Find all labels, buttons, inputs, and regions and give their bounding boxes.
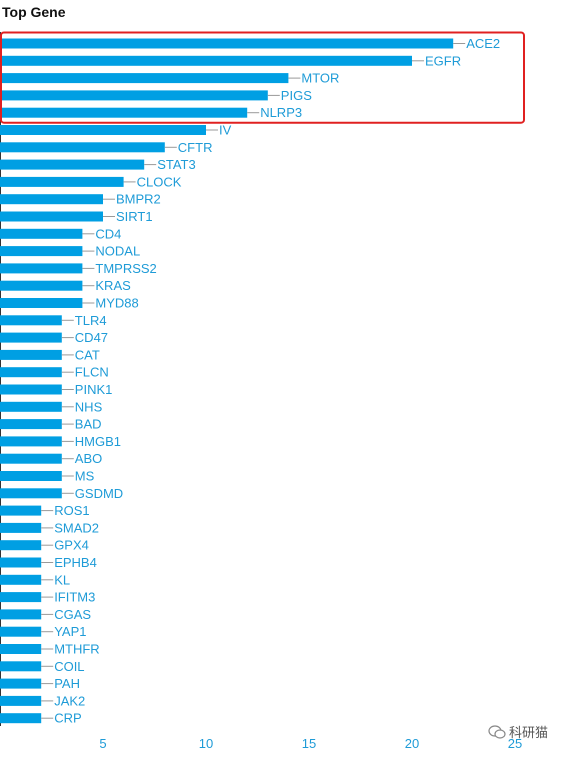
bar-nlrp3 xyxy=(0,107,248,118)
bar-label-cd4: CD4 xyxy=(95,226,121,241)
bar-mthfr xyxy=(0,644,42,654)
bar-yap1 xyxy=(0,626,42,637)
bar-label-pah: PAH xyxy=(54,676,80,691)
bar-label-bmpr2: BMPR2 xyxy=(116,192,161,207)
bar-label-crp: CRP xyxy=(54,711,81,726)
bar-label-hmgb1: HMGB1 xyxy=(75,434,121,449)
bar-label-cftr: CFTR xyxy=(178,140,213,155)
bar-label-jak2: JAK2 xyxy=(54,693,85,708)
bar-label-flcn: FLCN xyxy=(75,365,109,380)
watermark: 科研猫 xyxy=(488,722,548,741)
bar-label-ace2: ACE2 xyxy=(466,36,500,51)
bar-gpx4 xyxy=(0,540,42,551)
x-tick-label-25: 25 xyxy=(508,736,522,751)
wechat-icon xyxy=(488,724,506,739)
bar-label-myd88: MYD88 xyxy=(95,296,138,311)
bar-label-stat3: STAT3 xyxy=(157,157,196,172)
bar-tmprss2 xyxy=(0,263,83,274)
bar-label-nhs: NHS xyxy=(75,399,103,414)
bar-ros1 xyxy=(0,505,42,516)
bar-bad xyxy=(0,419,62,430)
x-tick-label-10: 10 xyxy=(199,736,213,751)
bar-kras xyxy=(0,280,83,291)
bar-coil xyxy=(0,661,42,672)
bar-pigs xyxy=(0,90,268,101)
bar-crp xyxy=(0,713,42,724)
bar-sirt1 xyxy=(0,211,103,222)
x-tick-label-15: 15 xyxy=(302,736,316,751)
bar-label-clock: CLOCK xyxy=(137,174,182,189)
bar-ephb4 xyxy=(0,557,42,568)
bar-label-mtor: MTOR xyxy=(301,71,339,86)
bar-label-cgas: CGAS xyxy=(54,607,91,622)
bar-nhs xyxy=(0,401,62,412)
bar-label-pink1: PINK1 xyxy=(75,382,113,397)
bar-label-iv: IV xyxy=(219,123,232,138)
bar-ace2 xyxy=(0,38,454,49)
bar-label-nodal: NODAL xyxy=(95,244,140,259)
bar-label-nlrp3: NLRP3 xyxy=(260,105,302,120)
bar-label-gpx4: GPX4 xyxy=(54,538,89,553)
bar-bmpr2 xyxy=(0,194,103,205)
bar-mtor xyxy=(0,73,289,84)
bar-flcn xyxy=(0,367,62,378)
bar-cd4 xyxy=(0,228,83,239)
bar-hmgb1 xyxy=(0,436,62,447)
bar-egfr xyxy=(0,55,412,66)
bar-cgas xyxy=(0,609,42,620)
bar-ms xyxy=(0,471,62,481)
watermark-text: 科研猫 xyxy=(509,726,549,741)
bar-label-cd47: CD47 xyxy=(75,330,108,345)
bar-stat3 xyxy=(0,159,145,170)
bar-label-ifitm3: IFITM3 xyxy=(54,590,95,605)
bar-tlr4 xyxy=(0,315,62,326)
bar-cat xyxy=(0,349,62,360)
bar-label-kl: KL xyxy=(54,572,70,587)
bar-pink1 xyxy=(0,384,62,395)
bar-label-mthfr: MTHFR xyxy=(54,642,99,657)
bar-ifitm3 xyxy=(0,592,42,603)
x-tick-label-5: 5 xyxy=(99,736,106,751)
bar-label-pigs: PIGS xyxy=(281,88,312,103)
bar-abo xyxy=(0,453,62,464)
bar-iv xyxy=(0,125,206,135)
highlight-box xyxy=(0,31,525,124)
bar-gsdmd xyxy=(0,488,62,499)
bar-label-tmprss2: TMPRSS2 xyxy=(95,261,156,276)
bar-label-ms: MS xyxy=(75,469,95,484)
bar-label-ephb4: EPHB4 xyxy=(54,555,97,570)
bar-label-bad: BAD xyxy=(75,417,102,432)
bar-label-sirt1: SIRT1 xyxy=(116,209,153,224)
bar-label-cat: CAT xyxy=(75,347,100,362)
bar-label-coil: COIL xyxy=(54,659,84,674)
x-tick-label-20: 20 xyxy=(405,736,419,751)
chart-title: Top Gene xyxy=(2,4,66,20)
bar-label-gsdmd: GSDMD xyxy=(75,486,123,501)
bar-myd88 xyxy=(0,298,83,308)
bar-clock xyxy=(0,176,124,187)
bar-label-egfr: EGFR xyxy=(425,53,461,68)
bar-label-kras: KRAS xyxy=(95,278,131,293)
bar-jak2 xyxy=(0,695,42,706)
bar-label-ros1: ROS1 xyxy=(54,503,89,518)
bar-pah xyxy=(0,678,42,689)
bar-label-tlr4: TLR4 xyxy=(75,313,107,328)
bar-cftr xyxy=(0,142,165,153)
bar-label-abo: ABO xyxy=(75,451,102,466)
bar-smad2 xyxy=(0,522,42,533)
bar-cd47 xyxy=(0,332,62,343)
bar-nodal xyxy=(0,246,83,257)
bar-label-smad2: SMAD2 xyxy=(54,520,99,535)
bar-label-yap1: YAP1 xyxy=(54,624,86,639)
bar-kl xyxy=(0,574,42,585)
